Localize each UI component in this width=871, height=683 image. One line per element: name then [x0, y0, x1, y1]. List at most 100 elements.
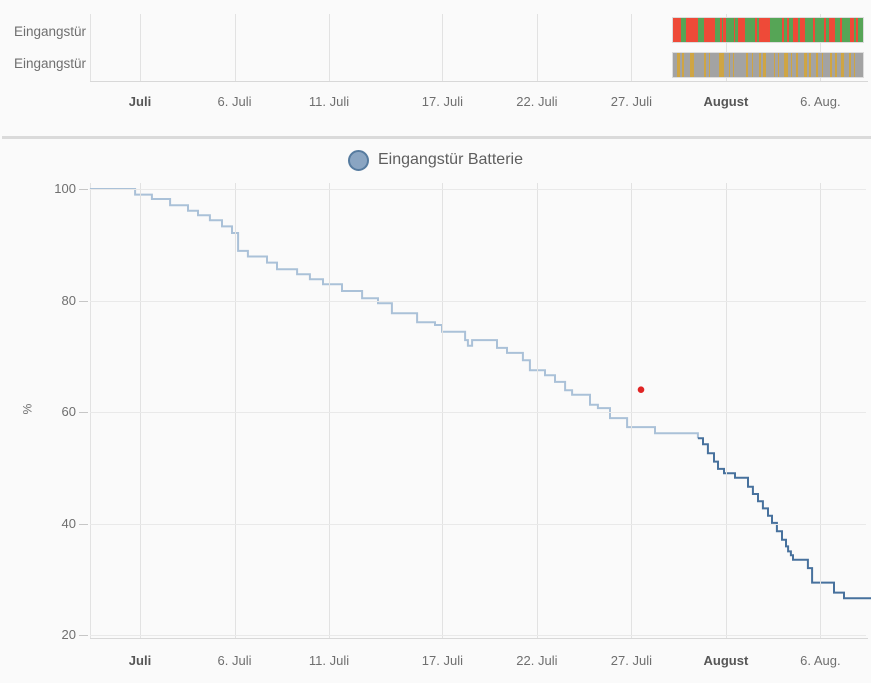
y-tick-dash [79, 412, 88, 413]
timeline-segment [805, 18, 813, 42]
timeline-segment [831, 53, 836, 77]
x-tick-label: 17. Juli [421, 94, 463, 109]
gridline [329, 183, 330, 638]
timeline-segment [823, 18, 826, 42]
x-tick-label: 6. Aug. [800, 653, 841, 668]
gridline [90, 300, 866, 302]
y-tick-dash [79, 189, 88, 190]
timeline-segment [773, 53, 776, 77]
timeline-segment [735, 18, 738, 42]
timeline-row-label-1: Eingangstür [13, 24, 86, 39]
timeline-segment [737, 18, 746, 42]
timeline-segment [673, 53, 677, 77]
gridline [631, 14, 633, 81]
timeline-segment [686, 18, 698, 42]
timeline-segment [704, 53, 706, 77]
timeline-segment [676, 53, 680, 77]
timeline-segment [759, 18, 770, 42]
gridline [442, 14, 444, 81]
legend[interactable]: Eingangstür Batterie [0, 148, 871, 172]
gridline [234, 14, 236, 81]
timeline-segment [697, 18, 705, 42]
timeline-segment [732, 53, 734, 77]
timeline-segment [797, 53, 805, 77]
timeline-segment [825, 18, 830, 42]
timeline-segment [723, 53, 729, 77]
timeline-bar[interactable] [672, 17, 865, 43]
timeline-segment [858, 18, 863, 42]
timeline-segment [853, 18, 856, 42]
timeline-segment [784, 53, 788, 77]
timeline-segment [850, 53, 854, 77]
battery-line-early[interactable] [89, 188, 699, 439]
y-tick-label: 20 [61, 627, 76, 642]
timeline-segment [779, 53, 785, 77]
timeline-segment [855, 18, 859, 42]
timeline-segment [763, 53, 767, 77]
timeline-segment [809, 53, 811, 77]
timeline-segment [693, 53, 705, 77]
timeline-segment [843, 53, 850, 77]
timeline-segment [840, 18, 843, 42]
timeline-segment [777, 53, 780, 77]
timeline-segment [790, 53, 793, 77]
gridline [90, 412, 866, 413]
legend-dot-icon [348, 149, 369, 171]
timeline-segment [800, 18, 806, 42]
timeline-segment [823, 53, 831, 77]
timeline-segment [714, 18, 720, 42]
timeline-segment [751, 53, 754, 77]
timeline-segment [821, 53, 824, 77]
gridline [820, 14, 822, 81]
timeline-segment [835, 53, 837, 77]
gridline [140, 183, 141, 638]
alert-dot[interactable] [637, 386, 645, 394]
timeline-segment [683, 53, 690, 77]
y-tick-dash [79, 300, 88, 302]
timeline-segment [830, 53, 832, 77]
gridline [536, 14, 538, 81]
timeline-segment [725, 18, 734, 42]
timeline-bar[interactable] [672, 52, 865, 78]
legend-label: Eingangstür Batterie [378, 151, 523, 168]
timeline-segment [853, 53, 856, 77]
timeline-segment [806, 53, 810, 77]
timeline-segment [792, 53, 797, 77]
section-divider [2, 136, 871, 139]
timeline-baseline [90, 81, 868, 82]
timeline-segment [815, 18, 824, 42]
gridline [90, 523, 866, 525]
timeline-segment [769, 18, 782, 42]
timeline-segment [817, 53, 822, 77]
timeline-segment [710, 53, 720, 77]
y-tick-label: 100 [54, 181, 76, 196]
timeline-segment [719, 18, 722, 42]
timeline-segment [797, 18, 801, 42]
timeline-segment [757, 18, 760, 42]
gridline [90, 635, 866, 636]
battery-line-late[interactable] [697, 437, 871, 600]
timeline-segment [733, 53, 746, 77]
timeline-segment [793, 18, 798, 42]
gridline [631, 183, 633, 638]
timeline-segment [783, 18, 788, 42]
timeline-segment [812, 18, 816, 42]
chart-left-axis [90, 183, 91, 638]
timeline-segment [759, 53, 761, 77]
timeline-segment [679, 53, 682, 77]
timeline-segment [849, 53, 851, 77]
y-tick-dash [79, 523, 88, 525]
y-tick-label: 40 [61, 515, 76, 531]
timeline-segment [681, 53, 684, 77]
y-tick-label: 80 [61, 292, 76, 308]
x-tick-label: Juli [128, 94, 152, 109]
gridline [234, 183, 236, 638]
timeline-segment [708, 53, 711, 77]
timeline-segment [721, 18, 724, 42]
x-tick-label: 6. Juli [217, 94, 252, 109]
timeline-segment [673, 18, 682, 42]
timeline-segment [723, 18, 726, 42]
timeline-segment [704, 18, 715, 42]
